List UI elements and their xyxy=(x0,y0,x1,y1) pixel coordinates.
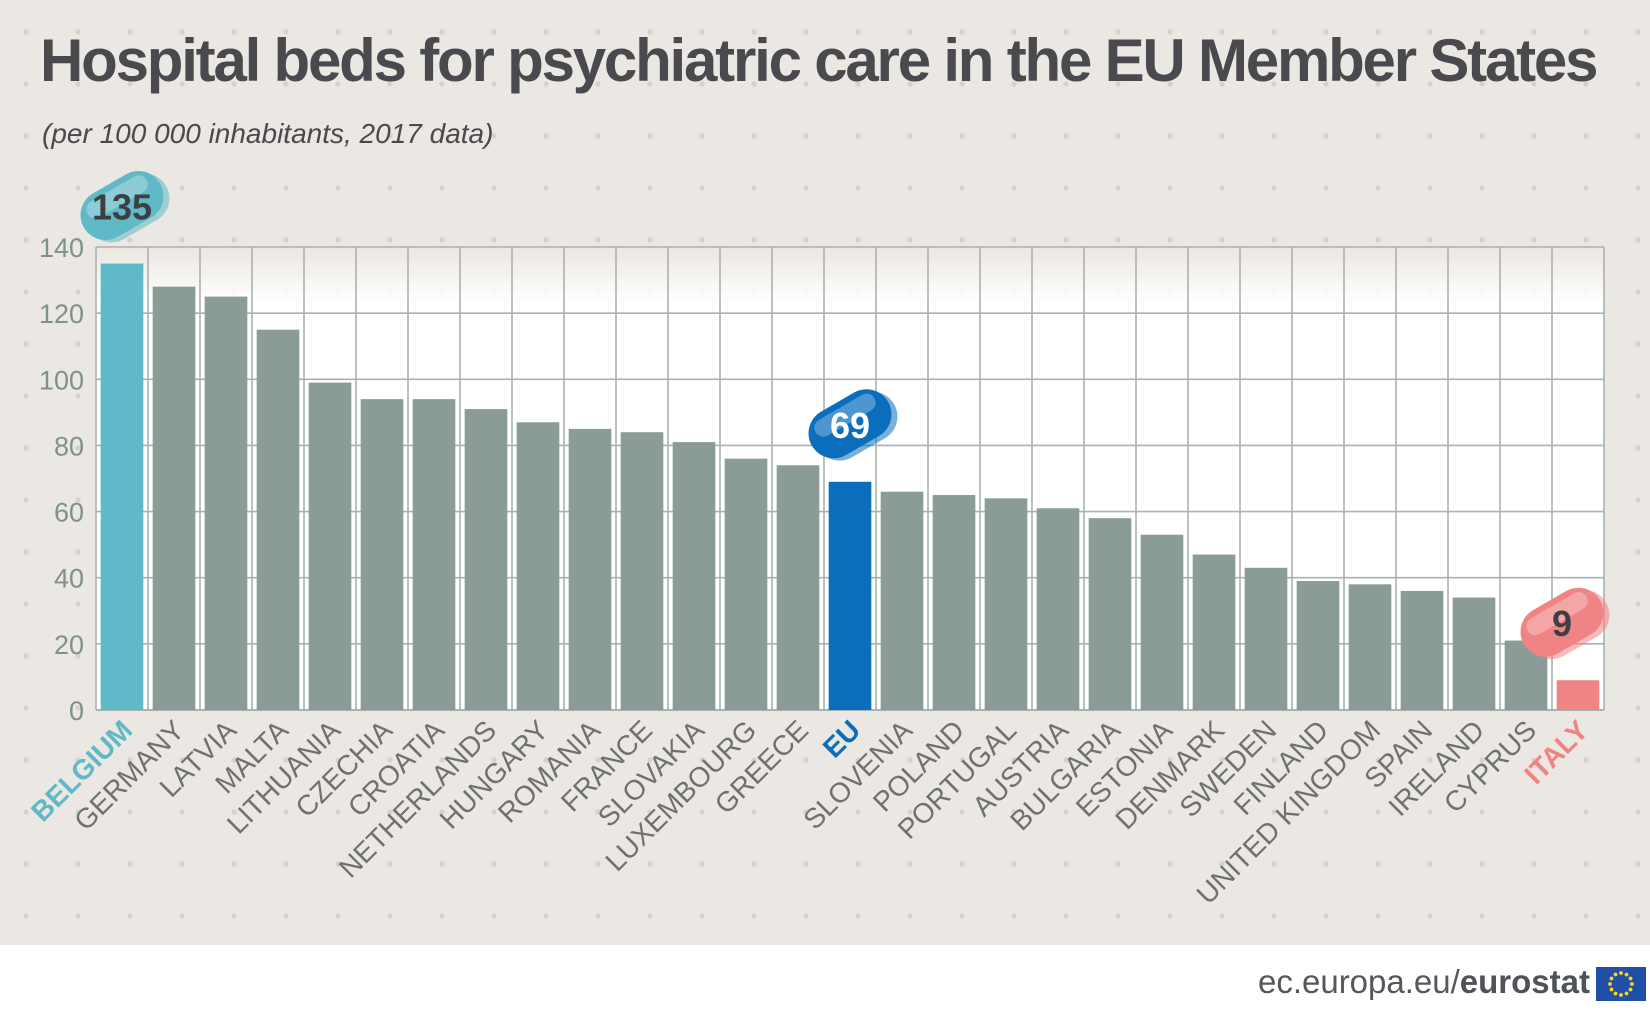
y-tick-80: 80 xyxy=(54,431,84,461)
bar-slovenia xyxy=(880,491,924,710)
bar-france xyxy=(620,432,664,710)
y-tick-40: 40 xyxy=(54,564,84,594)
bar-latvia xyxy=(204,296,248,710)
y-tick-140: 140 xyxy=(39,233,84,263)
callout-belgium xyxy=(80,171,170,243)
bar-slovakia xyxy=(672,442,716,710)
bar-greece xyxy=(776,465,820,710)
bar-portugal xyxy=(984,498,1028,710)
x-axis: BELGIUMGERMANYLATVIAMALTALITHUANIACZECHI… xyxy=(25,714,1594,910)
y-tick-100: 100 xyxy=(39,365,84,395)
y-tick-120: 120 xyxy=(39,299,84,329)
bar-belgium xyxy=(100,263,144,710)
bar-sweden xyxy=(1244,567,1288,710)
bar-ireland xyxy=(1452,597,1496,710)
bar-lithuania xyxy=(308,382,352,710)
bar-chart: 0 20 40 60 80 100 120 140 BELGIUMGERMANYLATVIAM… xyxy=(25,171,1610,910)
bar-spain xyxy=(1400,590,1444,710)
callout-value-italy: 9 xyxy=(1552,603,1572,644)
bar-germany xyxy=(152,286,196,710)
eu-flag-icon xyxy=(1596,967,1646,1001)
y-tick-60: 60 xyxy=(54,498,84,528)
bar-netherlands xyxy=(464,409,508,710)
footer: ec.europa.eu/eurostat xyxy=(0,945,1650,1020)
bar-italy xyxy=(1556,680,1600,710)
callout-eu xyxy=(808,389,898,461)
y-tick-0: 0 xyxy=(69,696,84,726)
callout-value-eu: 69 xyxy=(830,405,870,446)
bar-bulgaria xyxy=(1088,518,1132,710)
bar-poland xyxy=(932,495,976,710)
chart-subtitle: (per 100 000 inhabitants, 2017 data) xyxy=(42,118,494,149)
source-link[interactable]: ec.europa.eu/eurostat xyxy=(1258,963,1590,1001)
source-domain: ec.europa.eu/ xyxy=(1257,963,1460,1000)
bar-hungary xyxy=(516,422,560,710)
bar-malta xyxy=(256,329,300,710)
source-brand: eurostat xyxy=(1459,963,1590,1000)
callout-italy xyxy=(1520,587,1610,660)
bar-czechia xyxy=(360,399,404,710)
y-tick-20: 20 xyxy=(54,630,84,660)
y-axis: 0 20 40 60 80 100 120 140 xyxy=(39,233,84,726)
callout-value-belgium: 135 xyxy=(92,187,152,228)
bar-austria xyxy=(1036,508,1080,710)
bar-eu xyxy=(828,481,872,710)
bar-united-kingdom xyxy=(1348,584,1392,710)
chart-title: Hospital beds for psychiatric care in th… xyxy=(40,27,1598,94)
bar-romania xyxy=(568,428,612,710)
bar-luxembourg xyxy=(724,458,768,710)
bars xyxy=(100,263,1600,710)
bar-denmark xyxy=(1192,554,1236,710)
bar-croatia xyxy=(412,399,456,710)
bar-finland xyxy=(1296,581,1340,710)
value-callouts: 135 69 9 xyxy=(80,171,1610,660)
bar-estonia xyxy=(1140,534,1184,710)
